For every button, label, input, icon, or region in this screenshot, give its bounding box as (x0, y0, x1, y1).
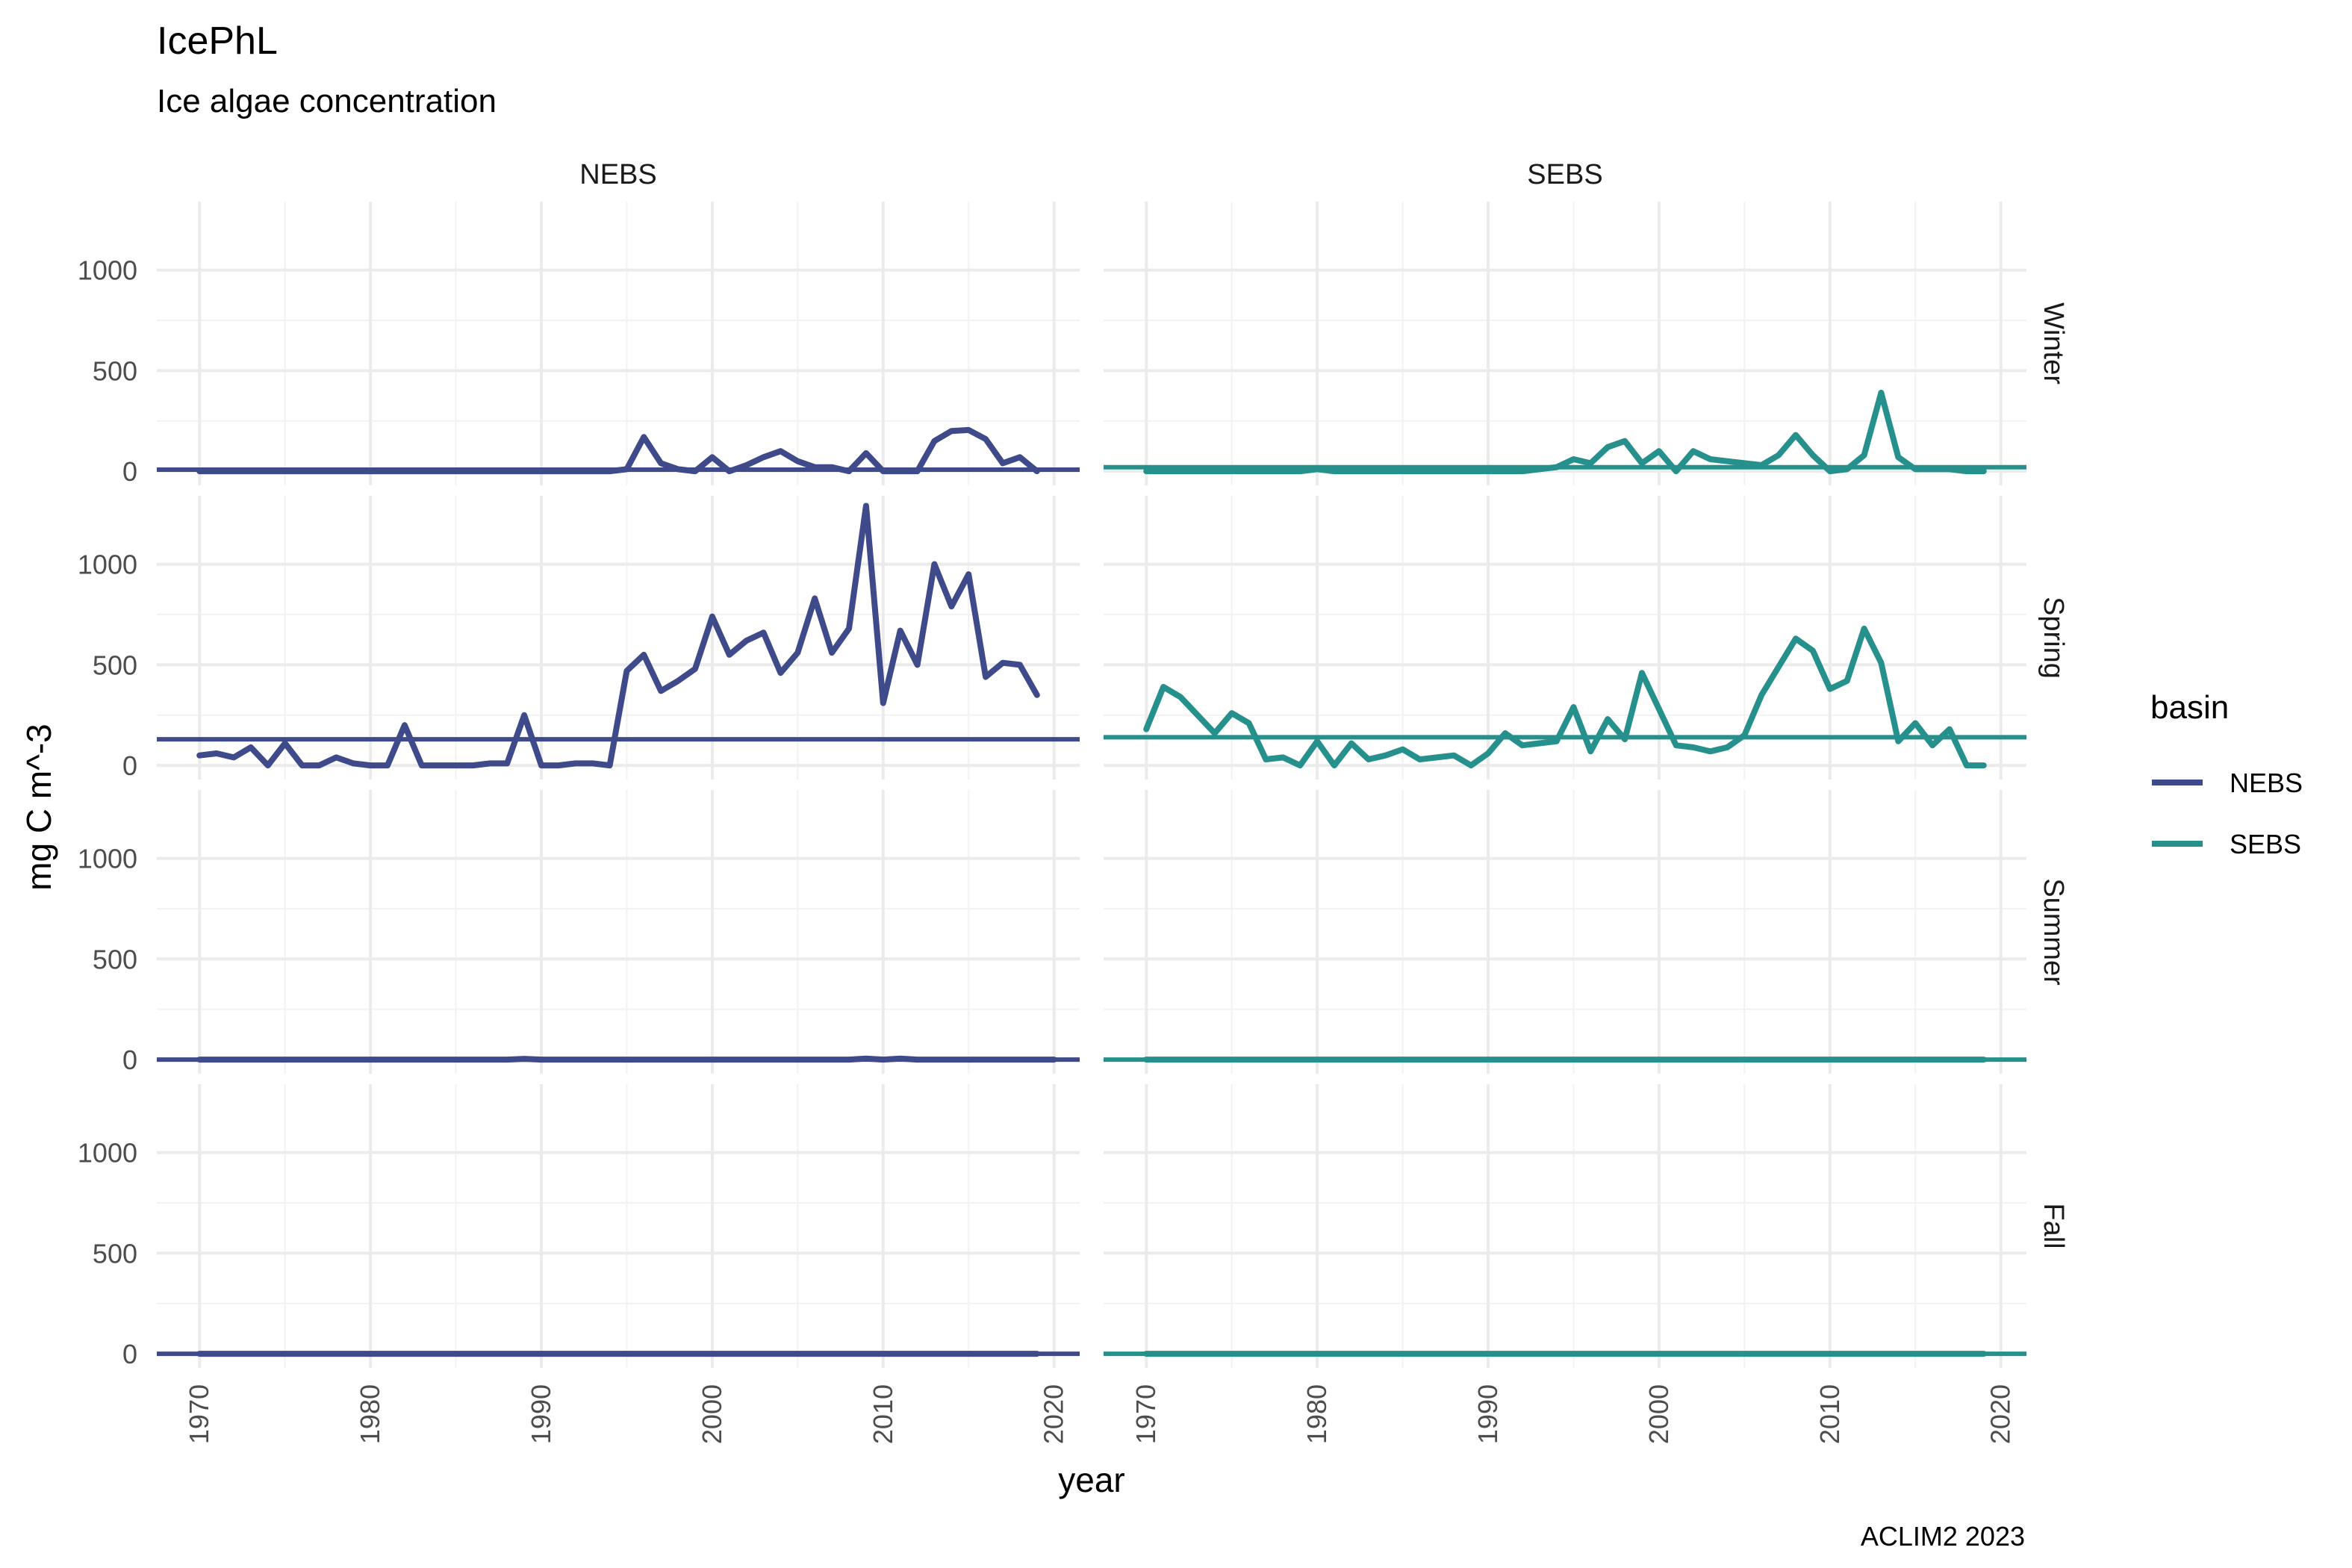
x-tick-label: 2020 (1039, 1384, 1069, 1444)
strip-label-spring: Spring (2038, 597, 2069, 679)
strip-label-summer: Summer (2038, 878, 2069, 986)
legend-item-nebs: NEBS (2152, 768, 2303, 798)
x-axis-title: year (1058, 1460, 1124, 1499)
series-sebs-winter (1104, 390, 2026, 475)
legend: basin NEBS SEBS (2150, 689, 2303, 859)
y-tick-label: 500 (93, 944, 137, 974)
panel-sebs-fall (1104, 1084, 2026, 1368)
legend-item-sebs: SEBS (2152, 829, 2301, 859)
series-line (196, 426, 1040, 475)
x-tick-label: 1970 (1130, 1384, 1161, 1444)
panel-sebs-spring (1104, 496, 2026, 780)
panel-nebs-spring (157, 496, 1080, 780)
x-tick-label: 1980 (1301, 1384, 1332, 1444)
y-tick-label: 500 (93, 650, 137, 680)
strip-label-winter: Winter (2038, 302, 2069, 385)
strip-label-nebs: NEBS (579, 159, 656, 190)
chart-title: IcePhL (157, 19, 278, 63)
legend-title: basin (2150, 689, 2229, 726)
y-tick-label: 1000 (78, 844, 137, 874)
legend-label: SEBS (2230, 829, 2301, 859)
series-nebs-spring (157, 503, 1080, 769)
y-tick-label: 0 (122, 750, 137, 781)
y-tick-label: 0 (122, 1045, 137, 1075)
y-tick-label: 500 (93, 1238, 137, 1269)
panel-sebs-winter (1104, 202, 2026, 485)
panel-nebs-fall (157, 1084, 1080, 1368)
x-tick-label: 2020 (1985, 1384, 2016, 1444)
y-tick-label: 1000 (78, 550, 137, 580)
x-tick-label: 2000 (1643, 1384, 1674, 1444)
panel-nebs-winter (157, 202, 1080, 485)
legend-label: NEBS (2230, 768, 2303, 798)
panel-nebs-summer (157, 790, 1080, 1074)
y-tick-label: 1000 (78, 255, 137, 286)
x-tick-label: 1990 (526, 1384, 556, 1444)
series-line (196, 503, 1040, 769)
y-tick-label: 0 (122, 1339, 137, 1369)
caption: ACLIM2 2023 (1861, 1521, 2025, 1552)
x-tick-label: 1990 (1472, 1384, 1503, 1444)
y-tick-label: 1000 (78, 1138, 137, 1169)
x-tick-label: 1970 (184, 1384, 214, 1444)
y-tick-label: 500 (93, 355, 137, 386)
series-line (1143, 625, 1987, 769)
x-tick-label: 2010 (1814, 1384, 1845, 1444)
facet-panels: NEBS SEBS Winter Spring Summer Fall 0 500 1000 0 5… (78, 159, 2069, 1444)
series-nebs-winter (157, 426, 1080, 475)
panel-sebs-summer (1104, 790, 2026, 1074)
y-tick-label: 0 (122, 456, 137, 487)
series-line (1143, 390, 1987, 475)
x-tick-label: 2010 (868, 1384, 898, 1444)
strip-label-fall: Fall (2038, 1203, 2069, 1248)
series-nebs-summer (157, 1055, 1080, 1063)
y-axis-title: mg C m^-3 (19, 724, 58, 891)
chart-subtitle: Ice algae concentration (157, 83, 497, 119)
series-sebs-spring (1104, 625, 2026, 769)
strip-label-sebs: SEBS (1527, 159, 1602, 190)
series-line (196, 1055, 1057, 1063)
x-tick-label: 2000 (697, 1384, 727, 1444)
x-tick-label: 1980 (355, 1384, 385, 1444)
